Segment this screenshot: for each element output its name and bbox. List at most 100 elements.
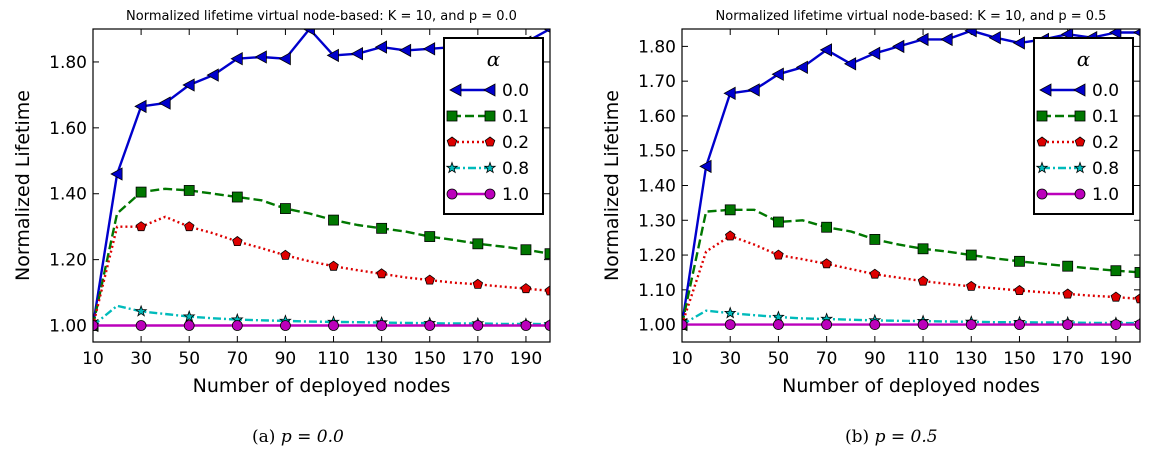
x-tick-label: 110 [317, 349, 349, 369]
series-0.8 [682, 306, 1140, 331]
data-point-0.0 [819, 43, 832, 57]
legend-marker-0.1 [484, 110, 496, 122]
data-point-0.1 [424, 231, 436, 242]
x-tick-label: 30 [130, 349, 152, 369]
legend-label-0.8: 0.8 [1092, 159, 1119, 179]
series-0.2 [93, 215, 550, 331]
y-tick-label: 1.40 [49, 185, 87, 205]
series-line-0.1 [682, 208, 1140, 325]
legend: α0.0 0.1 0.2 0.8 1.0 [443, 37, 544, 215]
chart-title: Normalized lifetime virtual node-based: … [716, 9, 1107, 24]
chart-panel-2: Normalized lifetime virtual node-based: … [601, 9, 1141, 447]
y-tick-label: 1.20 [638, 246, 676, 266]
data-point-0.0 [422, 42, 436, 56]
y-tick-label: 1.40 [638, 177, 676, 197]
x-axis-label: Number of deployed nodes [782, 375, 1040, 397]
data-point-0.1 [520, 244, 532, 256]
data-point-0.2 [773, 249, 784, 260]
x-tick-label: 70 [226, 349, 248, 369]
legend-box [1033, 37, 1134, 215]
x-tick-label: 190 [1100, 349, 1132, 369]
data-point-0.2 [424, 274, 435, 285]
y-tick-label: 1.60 [638, 107, 676, 127]
legend-label-0.0: 0.0 [1092, 81, 1119, 101]
legend-title: α [487, 47, 501, 71]
data-point-1.0 [376, 320, 388, 331]
data-point-0.0 [110, 167, 123, 181]
x-tick-label: 130 [955, 349, 987, 369]
data-point-1.0 [821, 319, 833, 331]
data-point-0.8 [134, 304, 148, 317]
data-point-0.1 [821, 221, 833, 233]
y-tick-label: 1.00 [49, 317, 87, 337]
legend-label-0.0: 0.0 [502, 81, 529, 101]
data-point-0.1 [280, 203, 291, 214]
data-point-0.2 [544, 285, 550, 296]
chart-panel-1: Normalized lifetime virtual node-based: … [12, 9, 551, 447]
legend-marker-0.8 [445, 161, 459, 174]
data-point-0.1 [376, 222, 388, 234]
data-point-0.0 [723, 86, 736, 100]
legend-marker-0.2 [1074, 136, 1086, 147]
data-point-0.2 [821, 258, 832, 269]
data-point-1.0 [1110, 319, 1122, 331]
y-tick-label: 1.60 [49, 119, 87, 139]
data-point-0.0 [278, 52, 291, 66]
data-point-0.1 [1062, 260, 1074, 272]
data-point-1.0 [773, 319, 784, 331]
data-point-0.0 [940, 32, 953, 47]
data-point-0.1 [544, 248, 550, 260]
data-point-0.0 [892, 39, 905, 54]
data-point-0.1 [1134, 267, 1140, 278]
y-tick-label: 1.00 [638, 316, 676, 336]
data-point-0.0 [302, 29, 315, 36]
data-point-0.2 [280, 249, 291, 260]
data-point-1.0 [965, 319, 977, 331]
data-point-1.0 [183, 320, 195, 331]
chart-title: Normalized lifetime virtual node-based: … [126, 9, 517, 24]
axes-frame [681, 28, 1141, 343]
legend-label-1.0: 1.0 [1092, 185, 1119, 205]
x-tick-label: 50 [178, 349, 200, 369]
legend: α0.0 0.1 0.2 0.8 1.0 [1033, 37, 1134, 215]
data-point-0.2 [520, 283, 532, 294]
data-point-0.8 [772, 310, 785, 323]
caption-prefix: (a) [252, 427, 281, 447]
data-point-0.0 [206, 68, 219, 82]
x-tick-label: 10 [82, 349, 104, 369]
x-tick-label: 70 [816, 349, 838, 369]
data-point-1.0 [917, 319, 929, 331]
data-point-0.0 [964, 29, 977, 38]
data-point-0.0 [230, 52, 243, 66]
data-point-0.0 [843, 57, 857, 71]
legend-label-0.2: 0.2 [1092, 133, 1119, 153]
legend-marker-0.8 [483, 161, 497, 174]
data-point-0.2 [472, 278, 484, 289]
y-tick-label: 1.80 [49, 53, 87, 73]
legend-marker-0.8 [1035, 161, 1049, 174]
data-point-0.1 [869, 234, 881, 245]
data-point-0.2 [184, 221, 195, 232]
series-1.0 [682, 319, 1140, 331]
data-point-0.0 [1012, 36, 1025, 50]
data-point-0.0 [699, 159, 712, 174]
data-point-0.0 [158, 96, 171, 110]
legend-marker-1.0 [1074, 188, 1086, 200]
data-point-1.0 [1134, 319, 1140, 331]
data-point-1.0 [544, 320, 550, 331]
data-point-0.1 [724, 204, 736, 216]
data-point-0.2 [376, 268, 387, 279]
legend-label-1.0: 1.0 [502, 185, 529, 205]
legend-marker-0.1 [1036, 110, 1048, 122]
x-tick-label: 90 [864, 349, 886, 369]
data-point-0.1 [183, 185, 195, 196]
legend-marker-0.0 [483, 83, 496, 97]
data-point-0.2 [232, 236, 243, 247]
legend-marker-1.0 [484, 188, 496, 200]
x-tick-label: 50 [768, 349, 790, 369]
x-tick-label: 150 [414, 349, 446, 369]
data-point-0.0 [867, 46, 881, 60]
x-tick-label: 30 [719, 349, 741, 369]
data-point-0.2 [725, 230, 736, 241]
data-point-0.2 [1134, 293, 1140, 304]
